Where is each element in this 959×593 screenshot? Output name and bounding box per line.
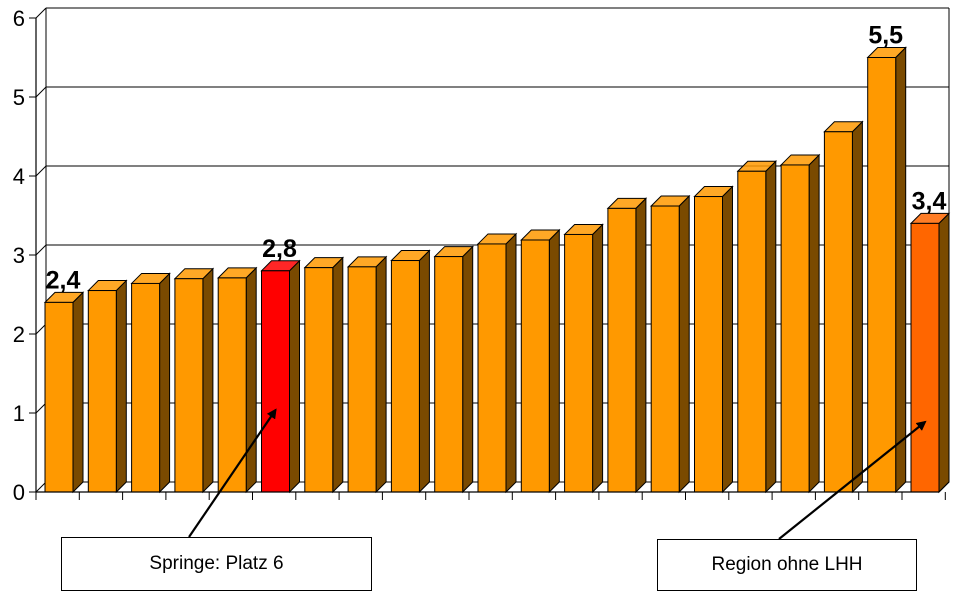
bar-3 bbox=[130, 272, 171, 494]
gridline-diagonal bbox=[35, 7, 47, 19]
bar-front bbox=[87, 290, 117, 493]
bar-front bbox=[737, 170, 767, 493]
bar-front bbox=[131, 282, 161, 493]
bar-11 bbox=[476, 232, 518, 494]
bar-front bbox=[304, 267, 334, 493]
callout-springe: Springe: Platz 6 bbox=[61, 537, 372, 591]
bar-side bbox=[548, 228, 560, 494]
bar-front bbox=[261, 270, 290, 493]
bar-front bbox=[520, 239, 550, 493]
y-tick-label: 6 bbox=[13, 6, 25, 31]
data-label: 3,4 bbox=[912, 187, 947, 215]
bar-side bbox=[808, 153, 820, 494]
bar-8 bbox=[346, 255, 388, 494]
bar-4 bbox=[173, 267, 215, 494]
bar-front bbox=[780, 164, 810, 493]
bar-13 bbox=[563, 223, 604, 494]
bar-front bbox=[44, 301, 74, 493]
gridline-diagonal bbox=[35, 86, 47, 98]
bar-12 bbox=[520, 228, 561, 494]
bar-side bbox=[159, 272, 171, 494]
bar-14 bbox=[606, 197, 648, 494]
bar-16 bbox=[693, 185, 734, 494]
y-tick-label: 1 bbox=[13, 401, 25, 426]
bar-side bbox=[72, 291, 84, 494]
callout-region: Region ohne LHH bbox=[657, 539, 917, 591]
bar-15 bbox=[649, 194, 691, 494]
bar-side bbox=[245, 266, 257, 494]
bar-side bbox=[462, 245, 474, 494]
bar-side bbox=[332, 256, 344, 494]
y-tick-label: 4 bbox=[13, 164, 25, 189]
bar-19 bbox=[823, 120, 864, 494]
annotation-arrows bbox=[188, 408, 927, 540]
bar-front bbox=[174, 278, 204, 493]
y-tick-label: 2 bbox=[13, 322, 25, 347]
gridline-diagonal bbox=[35, 244, 47, 256]
bar-front bbox=[564, 233, 594, 493]
bar-front bbox=[607, 207, 637, 493]
bar-side bbox=[895, 46, 907, 494]
bar-10 bbox=[433, 245, 474, 494]
y-tick-label: 5 bbox=[13, 85, 25, 110]
bar-front bbox=[910, 222, 940, 493]
bar-side bbox=[635, 197, 647, 494]
bar-18 bbox=[779, 153, 821, 494]
gridline-diagonal bbox=[35, 481, 47, 493]
y-tick-label: 3 bbox=[13, 243, 25, 268]
bar-21 bbox=[909, 212, 951, 494]
bar-5 bbox=[216, 266, 258, 494]
data-label: 2,8 bbox=[262, 235, 297, 263]
callout-springe-text: Springe: Platz 6 bbox=[149, 553, 284, 574]
arrow-region bbox=[778, 420, 927, 540]
bars bbox=[43, 46, 951, 494]
bar-side bbox=[765, 160, 777, 494]
bar-2 bbox=[87, 279, 128, 494]
bar-side bbox=[418, 249, 430, 494]
y-tick-label: 0 bbox=[13, 480, 25, 505]
bar-side bbox=[938, 212, 950, 494]
arrow-springe bbox=[188, 408, 277, 538]
bar-side bbox=[115, 279, 127, 494]
bar-side bbox=[505, 232, 517, 494]
bar-front bbox=[434, 256, 464, 493]
bar-side bbox=[375, 255, 387, 494]
callout-region-text: Region ohne LHH bbox=[711, 554, 863, 575]
data-labels: 2,4 2,8 5,5 3,4 bbox=[46, 22, 947, 295]
bar-front bbox=[694, 196, 723, 493]
bar-side bbox=[851, 120, 863, 494]
bar-front bbox=[650, 205, 680, 493]
bar-front bbox=[823, 131, 853, 493]
bar-front bbox=[390, 260, 420, 493]
data-label: 2,4 bbox=[46, 266, 81, 294]
bar-20 bbox=[866, 46, 907, 494]
bar-side bbox=[202, 267, 214, 494]
bar-front bbox=[867, 57, 897, 493]
bar-front bbox=[477, 243, 507, 493]
bar-side bbox=[592, 223, 604, 494]
bar-side bbox=[722, 185, 733, 494]
bar-front bbox=[347, 266, 377, 493]
bar-side bbox=[289, 259, 300, 494]
axes: 0 1 2 3 4 5 6 bbox=[13, 6, 950, 505]
bar-17 bbox=[736, 160, 778, 494]
data-label: 5,5 bbox=[868, 22, 903, 50]
bar-9 bbox=[390, 249, 431, 494]
bar-1 bbox=[43, 291, 85, 494]
bar-7 bbox=[303, 256, 345, 494]
gridline-diagonal bbox=[35, 165, 47, 177]
bar-side bbox=[678, 194, 690, 494]
bar-6 bbox=[260, 259, 301, 494]
gridline-diagonal bbox=[35, 323, 47, 335]
x-axis-depth bbox=[938, 481, 950, 493]
gridline-diagonal bbox=[35, 402, 47, 414]
